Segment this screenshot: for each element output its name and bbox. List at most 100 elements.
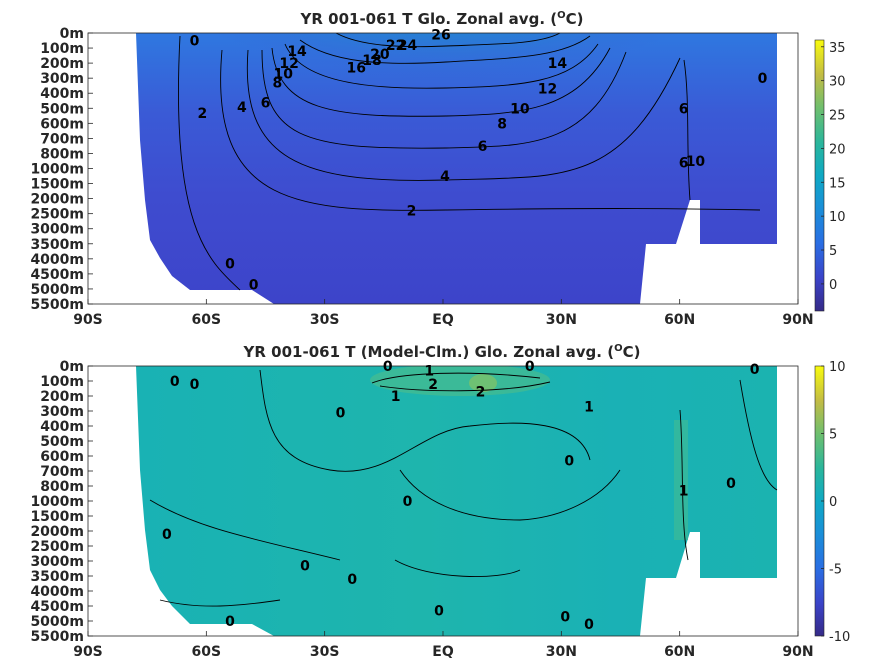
bottom-title: YR 001-061 T (Model-Clm.) Glo. Zonal avg… [243,343,641,361]
top-y-tick-label: 800m [40,146,84,162]
bottom-title-unit: C) [623,343,641,361]
top-contours [177,33,761,291]
bottom-contours [149,369,778,607]
bottom-contour-label: 0 [726,476,736,492]
top-y-tick-label: 4500m [30,267,84,283]
top-title-degree: O [557,10,566,21]
top-y-tick-label: 1500m [30,177,84,193]
bottom-x-tick-label: 90S [73,644,103,660]
bottom-contour-label: 0 [300,559,310,575]
top-contour-label: 16 [346,61,365,77]
bottom-y-tick-label: 800m [40,479,84,495]
top-y-tick-label: 0m [60,26,84,42]
bottom-contour-label: 1 [679,484,689,500]
top-contour-label: 14 [548,56,568,72]
bottom-contour-label: 1 [391,389,401,405]
top-contour-label: 10 [510,101,530,117]
top-x-tick-label: 60S [192,312,222,328]
top-y-tick-label: 2000m [30,192,84,208]
bottom-title-text: YR 001-061 T (Model-Clm.) Glo. Zonal avg… [243,343,615,361]
bottom-y-tick-label: 400m [40,419,84,435]
top-contour-label: 8 [497,116,507,132]
bottom-contour-label: 0 [162,527,172,543]
top-contour-label: 10 [274,67,294,83]
top-y-tick-label: 1000m [30,162,84,178]
bottom-contour-label: 1 [424,364,434,380]
top-colorbar-tick-label: 15 [829,176,846,191]
bottom-nordic-anomaly [674,420,688,540]
bottom-contour-label: 0 [434,604,444,620]
top-contour-label: 4 [237,100,247,116]
top-contour-label: 6 [478,139,488,155]
top-y-axis: 0m100m200m300m400m500m600m700m800m1000m1… [30,26,93,313]
top-contour-label: 0 [758,71,768,87]
bottom-colorbar-ticks: 10 5 0 -5 -10 [821,360,850,645]
bottom-contour-label: 0 [225,614,235,630]
top-x-tick-label: 30N [546,312,577,328]
top-contour-label: 24 [398,38,418,54]
top-contour-label: 0 [190,34,200,50]
top-contour-label: 12 [279,56,298,72]
top-x-tick-label: 90N [782,312,813,328]
bottom-contour-label: 0 [560,610,570,626]
bottom-panel: YR 001-061 T (Model-Clm.) Glo. Zonal avg… [30,343,850,660]
bottom-colorbar-tick-label: 10 [829,360,846,375]
top-colorbar [814,39,825,312]
top-contour-label: 2 [407,204,417,220]
top-x-tick-label: 60N [664,312,695,328]
bottom-y-tick-label: 5500m [30,629,84,645]
top-panel: YR 001-061 T Glo. Zonal avg. (OC) 262422… [30,10,846,328]
top-title-unit: C) [566,10,584,28]
top-warm-pool [126,33,766,224]
bottom-contour-label: 0 [750,362,760,378]
top-y-tick-label: 5500m [30,297,84,313]
bottom-y-tick-label: 2500m [30,539,84,555]
top-y-tick-label: 500m [40,101,84,117]
top-y-tick-label: 3000m [30,222,84,238]
bottom-x-tick-label: 30N [546,644,577,660]
bottom-contour-label: 0 [564,454,574,470]
svg-text:YR 001-061 T Glo. Zonal avg. (: YR 001-061 T Glo. Zonal avg. (OC) [300,10,584,28]
top-y-tick-label: 3500m [30,237,84,253]
bottom-colorbar-tick-label: 5 [829,428,837,443]
top-contour-label: 20 [370,47,390,63]
bottom-y-tick-label: 300m [40,404,84,420]
top-colorbar-tick-label: 25 [829,109,846,124]
bottom-y-tick-label: 700m [40,464,84,480]
top-contour-label: 10 [686,154,706,170]
bottom-colorbar-tick-label: -10 [829,630,850,645]
bottom-y-tick-label: 1000m [30,494,84,510]
top-x-tick-label: 90S [73,312,103,328]
top-contour-label: 6 [261,95,271,111]
bottom-contour-label: 1 [584,400,594,416]
bottom-contour-label: 0 [347,572,357,588]
bottom-y-tick-label: 500m [40,434,84,450]
top-contour-label: 2 [198,106,208,122]
bottom-y-tick-label: 600m [40,449,84,465]
top-contour-label: 4 [440,169,450,185]
bottom-y-tick-label: 5000m [30,614,84,630]
top-colorbar-tick-label: 10 [829,210,846,225]
top-contour-label: 22 [386,38,405,54]
top-contour-label: 0 [225,256,235,272]
top-y-tick-label: 700m [40,131,84,147]
bottom-x-tick-label: EQ [432,644,454,660]
top-x-tick-label: EQ [432,312,454,328]
top-contour-label: 26 [431,28,450,44]
top-y-tick-label: 4000m [30,252,84,268]
svg-text:YR 001-061 T (Model-Clm.) Glo.: YR 001-061 T (Model-Clm.) Glo. Zonal avg… [243,343,641,361]
top-contour-label: 6 [679,101,689,117]
bottom-field [136,366,778,636]
bottom-contour-label: 0 [584,617,594,633]
bottom-y-tick-label: 2000m [30,524,84,540]
top-x-axis: 90S 60S 30S EQ 30N 60N 90N [73,299,814,328]
bottom-y-tick-label: 3500m [30,569,84,585]
bottom-y-tick-label: 4500m [30,599,84,615]
bottom-ocean [136,366,777,636]
bottom-warm-anomaly-core [469,374,497,392]
top-contour-label: 8 [272,76,282,92]
bottom-contour-label: 2 [428,377,438,393]
